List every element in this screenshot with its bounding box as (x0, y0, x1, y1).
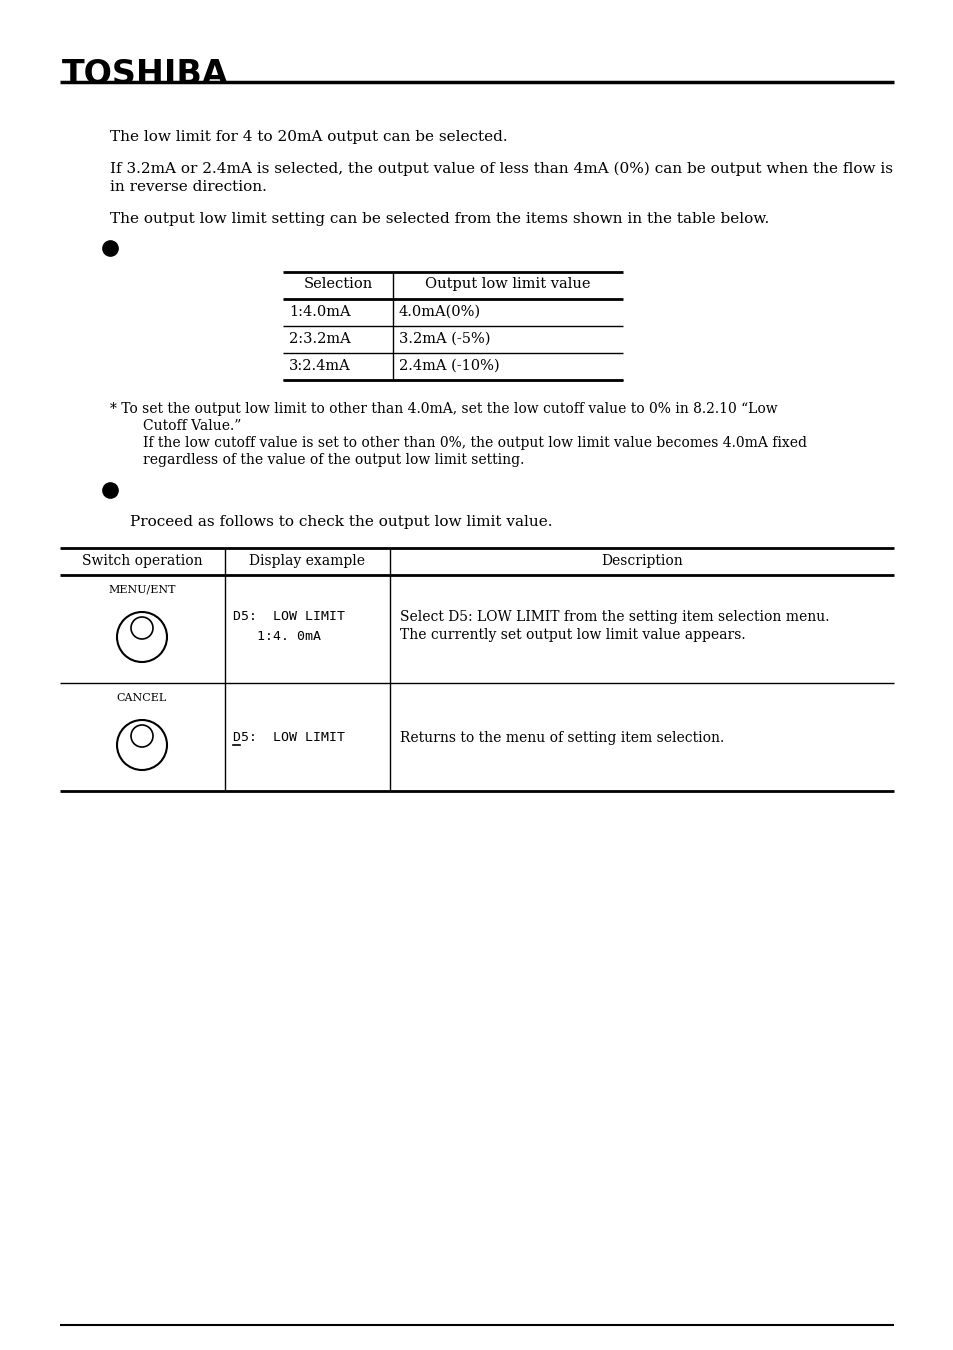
Text: D5:  LOW LIMIT: D5: LOW LIMIT (233, 730, 345, 744)
Text: Switch operation: Switch operation (82, 554, 202, 568)
Text: 4.0mA(0%): 4.0mA(0%) (398, 305, 480, 319)
Text: CANCEL: CANCEL (117, 693, 167, 703)
Text: D5:  LOW LIMIT: D5: LOW LIMIT (233, 610, 345, 622)
Text: 3.2mA (-5%): 3.2mA (-5%) (398, 332, 490, 346)
Text: Returns to the menu of setting item selection.: Returns to the menu of setting item sele… (399, 730, 723, 745)
Text: in reverse direction.: in reverse direction. (110, 180, 267, 194)
Text: If the low cutoff value is set to other than 0%, the output low limit value beco: If the low cutoff value is set to other … (143, 436, 806, 450)
Text: regardless of the value of the output low limit setting.: regardless of the value of the output lo… (143, 454, 524, 467)
Text: * To set the output low limit to other than 4.0mA, set the low cutoff value to 0: * To set the output low limit to other t… (110, 402, 777, 416)
Text: TOSHIBA: TOSHIBA (62, 58, 229, 90)
Text: Cutoff Value.”: Cutoff Value.” (143, 418, 241, 433)
Text: Output low limit value: Output low limit value (425, 277, 590, 292)
Text: 1:4. 0mA: 1:4. 0mA (233, 630, 320, 643)
Text: Selection: Selection (303, 277, 373, 292)
Text: 1:4.0mA: 1:4.0mA (289, 305, 351, 319)
Text: Select D5: LOW LIMIT from the setting item selection menu.: Select D5: LOW LIMIT from the setting it… (399, 610, 828, 624)
Text: MENU/ENT: MENU/ENT (108, 585, 175, 595)
Text: Proceed as follows to check the output low limit value.: Proceed as follows to check the output l… (130, 514, 552, 529)
Text: If 3.2mA or 2.4mA is selected, the output value of less than 4mA (0%) can be out: If 3.2mA or 2.4mA is selected, the outpu… (110, 162, 892, 177)
Text: 2:3.2mA: 2:3.2mA (289, 332, 351, 346)
Text: The output low limit setting can be selected from the items shown in the table b: The output low limit setting can be sele… (110, 212, 768, 225)
Text: The low limit for 4 to 20mA output can be selected.: The low limit for 4 to 20mA output can b… (110, 130, 507, 144)
Text: Description: Description (600, 554, 682, 568)
Text: 3:2.4mA: 3:2.4mA (289, 359, 351, 373)
Text: 2.4mA (-10%): 2.4mA (-10%) (398, 359, 499, 373)
Text: The currently set output low limit value appears.: The currently set output low limit value… (399, 628, 745, 643)
Text: Display example: Display example (249, 554, 365, 568)
